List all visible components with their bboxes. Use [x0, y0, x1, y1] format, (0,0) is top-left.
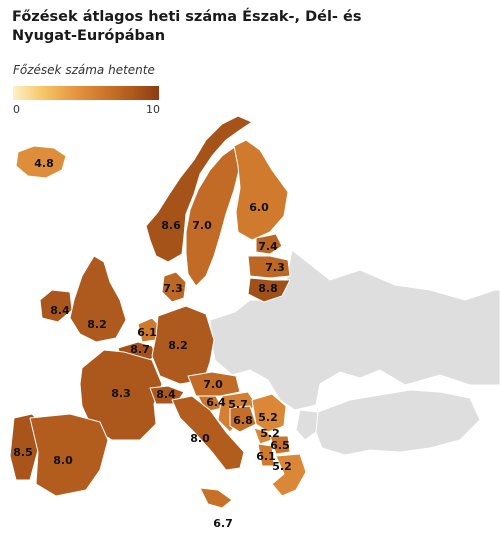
value-label-spain: 8.0	[53, 454, 73, 467]
value-label-ireland: 8.4	[50, 304, 70, 317]
value-label-malta: 6.7	[213, 517, 233, 530]
country-iceland	[15, 145, 67, 179]
country-italy	[171, 395, 245, 471]
value-label-greece: 5.2	[272, 460, 292, 473]
value-label-albania: 6.1	[256, 450, 276, 463]
value-label-montenegro: 5.2	[260, 427, 280, 440]
value-label-portugal: 8.5	[13, 446, 33, 459]
country-shapes	[9, 115, 307, 509]
value-label-denmark: 7.3	[163, 282, 183, 295]
country-bosnia-and-herzegovina	[229, 405, 257, 433]
country-sweden	[185, 145, 241, 287]
country-lithuania	[247, 277, 291, 303]
value-label-latvia: 7.3	[265, 261, 285, 274]
country-malta	[199, 487, 233, 509]
legend-min-label: 0	[13, 103, 20, 116]
value-label-italy: 8.0	[190, 432, 210, 445]
value-label-belgium: 8.7	[130, 343, 150, 356]
value-label-lithuania: 8.8	[258, 282, 278, 295]
value-label-switzerland: 8.4	[156, 388, 176, 401]
value-label-north-macedonia: 6.5	[270, 439, 290, 452]
value-label-norway: 8.6	[161, 219, 181, 232]
value-label-france: 8.3	[111, 387, 131, 400]
value-label-iceland: 4.8	[34, 157, 54, 170]
country-spain	[29, 413, 109, 497]
value-label-slovenia: 6.4	[206, 396, 226, 409]
country-denmark	[161, 271, 187, 303]
map-title: Főzések átlagos heti száma Észak-, Dél- …	[12, 9, 362, 44]
value-label-estonia: 7.4	[258, 240, 278, 253]
value-label-netherlands: 6.1	[137, 326, 157, 339]
legend-max-label: 10	[146, 103, 160, 116]
value-label-serbia: 5.2	[258, 411, 278, 424]
country-greece	[271, 453, 307, 497]
country-albania	[257, 443, 275, 467]
legend-color-scale	[13, 86, 159, 100]
value-label-sweden: 7.0	[192, 219, 212, 232]
country-austria	[187, 371, 241, 397]
country-norway	[145, 115, 253, 263]
country-north-macedonia	[269, 435, 291, 455]
value-label-bosnia: 6.8	[233, 414, 253, 427]
country-estonia	[255, 233, 283, 255]
value-label-united-kingdom: 8.2	[87, 318, 107, 331]
country-latvia	[247, 255, 291, 279]
value-labels: 4.8 8.6 7.0 6.0 7.4 7.3 8.8 7.3 8.4 8.2 …	[13, 157, 292, 530]
legend-title: Főzések száma hetente	[13, 63, 155, 77]
value-label-austria: 7.0	[203, 378, 223, 391]
country-serbia	[251, 393, 287, 433]
value-label-germany: 8.2	[168, 339, 188, 352]
value-label-finland: 6.0	[249, 201, 269, 214]
country-finland	[233, 139, 289, 241]
country-united-kingdom	[69, 255, 127, 343]
value-label-croatia: 5.7	[228, 398, 248, 411]
country-france	[79, 349, 163, 441]
